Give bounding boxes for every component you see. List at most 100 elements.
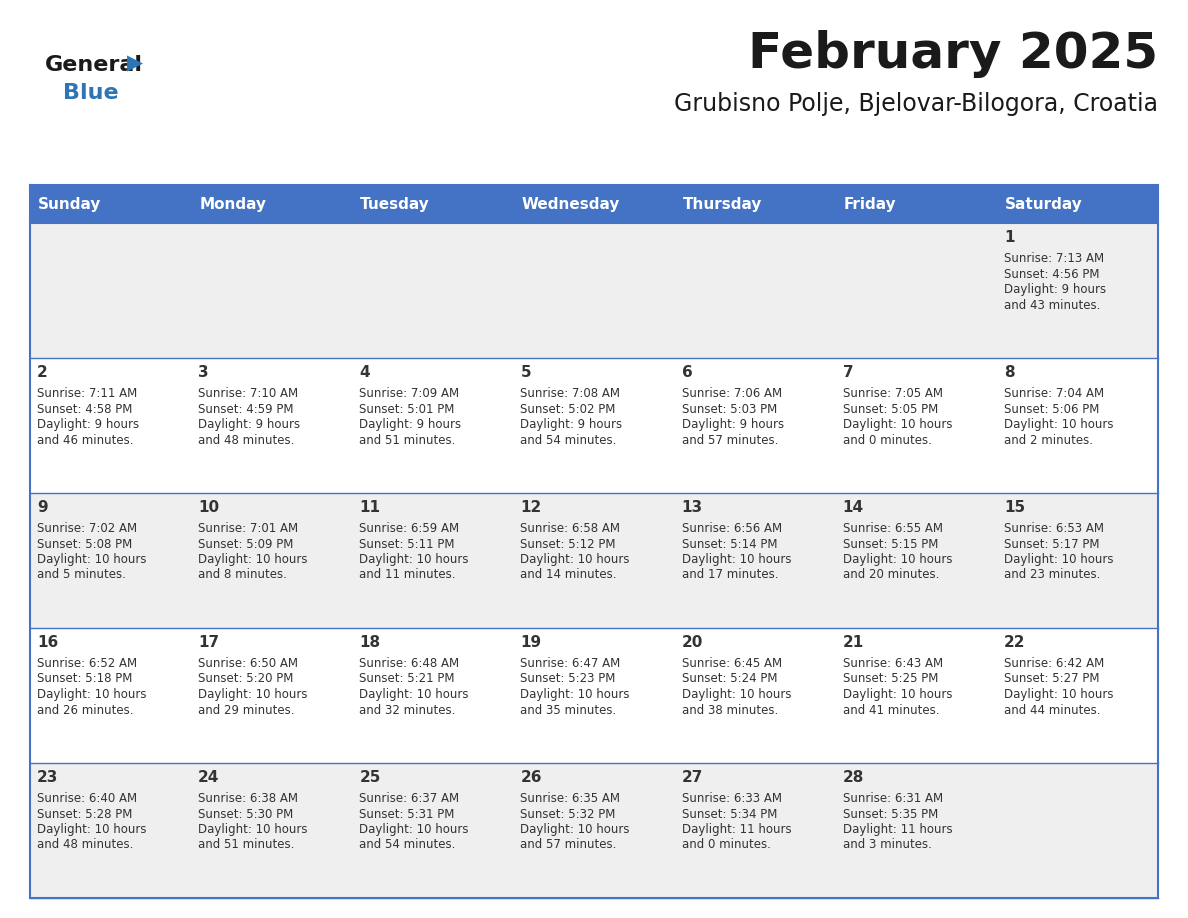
Text: Daylight: 11 hours: Daylight: 11 hours <box>842 823 953 836</box>
Bar <box>30 763 1158 898</box>
Text: Daylight: 9 hours: Daylight: 9 hours <box>520 418 623 431</box>
Text: Sunrise: 7:13 AM: Sunrise: 7:13 AM <box>1004 252 1104 265</box>
Text: Sunrise: 7:10 AM: Sunrise: 7:10 AM <box>198 387 298 400</box>
Text: 3: 3 <box>198 365 209 380</box>
Text: Sunrise: 7:11 AM: Sunrise: 7:11 AM <box>37 387 138 400</box>
Text: 28: 28 <box>842 770 864 785</box>
Text: 16: 16 <box>37 635 58 650</box>
Text: Sunset: 5:34 PM: Sunset: 5:34 PM <box>682 808 777 821</box>
Text: Sunrise: 7:05 AM: Sunrise: 7:05 AM <box>842 387 943 400</box>
Text: 13: 13 <box>682 500 702 515</box>
Text: and 46 minutes.: and 46 minutes. <box>37 433 133 446</box>
Text: Friday: Friday <box>843 196 896 211</box>
Text: Sunrise: 6:55 AM: Sunrise: 6:55 AM <box>842 522 943 535</box>
Text: 10: 10 <box>198 500 220 515</box>
Text: and 57 minutes.: and 57 minutes. <box>520 838 617 852</box>
Text: Grubisno Polje, Bjelovar-Bilogora, Croatia: Grubisno Polje, Bjelovar-Bilogora, Croat… <box>674 92 1158 116</box>
Text: 11: 11 <box>359 500 380 515</box>
Text: Daylight: 10 hours: Daylight: 10 hours <box>359 553 469 566</box>
Text: Sunset: 5:08 PM: Sunset: 5:08 PM <box>37 538 132 551</box>
Text: Sunset: 5:11 PM: Sunset: 5:11 PM <box>359 538 455 551</box>
Text: 27: 27 <box>682 770 703 785</box>
Text: 18: 18 <box>359 635 380 650</box>
Text: Sunrise: 6:56 AM: Sunrise: 6:56 AM <box>682 522 782 535</box>
Text: Thursday: Thursday <box>683 196 762 211</box>
Text: Daylight: 10 hours: Daylight: 10 hours <box>198 553 308 566</box>
Text: 21: 21 <box>842 635 864 650</box>
Text: Sunrise: 6:37 AM: Sunrise: 6:37 AM <box>359 792 460 805</box>
Text: Sunrise: 7:02 AM: Sunrise: 7:02 AM <box>37 522 137 535</box>
Text: Sunrise: 6:50 AM: Sunrise: 6:50 AM <box>198 657 298 670</box>
Text: 7: 7 <box>842 365 853 380</box>
Bar <box>30 358 1158 493</box>
Text: and 5 minutes.: and 5 minutes. <box>37 568 126 581</box>
Text: and 54 minutes.: and 54 minutes. <box>520 433 617 446</box>
Text: Daylight: 9 hours: Daylight: 9 hours <box>1004 283 1106 296</box>
Text: and 41 minutes.: and 41 minutes. <box>842 703 940 717</box>
Text: and 35 minutes.: and 35 minutes. <box>520 703 617 717</box>
Text: 19: 19 <box>520 635 542 650</box>
Text: 23: 23 <box>37 770 58 785</box>
Text: Sunset: 5:31 PM: Sunset: 5:31 PM <box>359 808 455 821</box>
Text: Sunset: 5:17 PM: Sunset: 5:17 PM <box>1004 538 1099 551</box>
Text: Sunset: 4:59 PM: Sunset: 4:59 PM <box>198 402 293 416</box>
Text: February 2025: February 2025 <box>748 30 1158 78</box>
Text: Sunrise: 6:42 AM: Sunrise: 6:42 AM <box>1004 657 1104 670</box>
Text: Daylight: 10 hours: Daylight: 10 hours <box>198 688 308 701</box>
Text: 12: 12 <box>520 500 542 515</box>
Text: Sunset: 5:27 PM: Sunset: 5:27 PM <box>1004 673 1099 686</box>
Text: Daylight: 10 hours: Daylight: 10 hours <box>1004 553 1113 566</box>
Text: Daylight: 10 hours: Daylight: 10 hours <box>359 823 469 836</box>
Text: and 48 minutes.: and 48 minutes. <box>198 433 295 446</box>
Text: and 32 minutes.: and 32 minutes. <box>359 703 456 717</box>
Text: Sunrise: 6:53 AM: Sunrise: 6:53 AM <box>1004 522 1104 535</box>
Text: 2: 2 <box>37 365 48 380</box>
Text: Daylight: 10 hours: Daylight: 10 hours <box>842 418 953 431</box>
Bar <box>513 185 675 223</box>
Text: Daylight: 10 hours: Daylight: 10 hours <box>1004 688 1113 701</box>
Text: Sunset: 5:09 PM: Sunset: 5:09 PM <box>198 538 293 551</box>
Text: Daylight: 10 hours: Daylight: 10 hours <box>37 823 146 836</box>
Text: and 51 minutes.: and 51 minutes. <box>359 433 456 446</box>
Bar <box>997 185 1158 223</box>
Text: Sunrise: 6:31 AM: Sunrise: 6:31 AM <box>842 792 943 805</box>
Text: Daylight: 11 hours: Daylight: 11 hours <box>682 823 791 836</box>
Text: and 26 minutes.: and 26 minutes. <box>37 703 133 717</box>
Text: Daylight: 10 hours: Daylight: 10 hours <box>842 688 953 701</box>
Text: 24: 24 <box>198 770 220 785</box>
Text: Sunrise: 7:06 AM: Sunrise: 7:06 AM <box>682 387 782 400</box>
Text: Tuesday: Tuesday <box>360 196 430 211</box>
Text: Sunrise: 7:01 AM: Sunrise: 7:01 AM <box>198 522 298 535</box>
Text: Daylight: 10 hours: Daylight: 10 hours <box>682 553 791 566</box>
Text: Sunrise: 6:43 AM: Sunrise: 6:43 AM <box>842 657 943 670</box>
Text: Sunday: Sunday <box>38 196 101 211</box>
Text: 6: 6 <box>682 365 693 380</box>
Text: Sunrise: 6:33 AM: Sunrise: 6:33 AM <box>682 792 782 805</box>
Text: Daylight: 10 hours: Daylight: 10 hours <box>520 823 630 836</box>
Text: 20: 20 <box>682 635 703 650</box>
Text: Daylight: 9 hours: Daylight: 9 hours <box>37 418 139 431</box>
Text: 8: 8 <box>1004 365 1015 380</box>
Text: Sunrise: 6:40 AM: Sunrise: 6:40 AM <box>37 792 137 805</box>
Text: 9: 9 <box>37 500 48 515</box>
Text: Sunset: 5:30 PM: Sunset: 5:30 PM <box>198 808 293 821</box>
Text: and 0 minutes.: and 0 minutes. <box>842 433 931 446</box>
Text: Sunset: 5:21 PM: Sunset: 5:21 PM <box>359 673 455 686</box>
Bar <box>30 185 191 223</box>
Text: and 3 minutes.: and 3 minutes. <box>842 838 931 852</box>
Text: Sunrise: 7:04 AM: Sunrise: 7:04 AM <box>1004 387 1104 400</box>
Text: and 11 minutes.: and 11 minutes. <box>359 568 456 581</box>
Text: Daylight: 9 hours: Daylight: 9 hours <box>682 418 784 431</box>
Text: and 51 minutes.: and 51 minutes. <box>198 838 295 852</box>
Text: and 44 minutes.: and 44 minutes. <box>1004 703 1100 717</box>
Text: Sunrise: 6:47 AM: Sunrise: 6:47 AM <box>520 657 620 670</box>
Text: Sunset: 5:03 PM: Sunset: 5:03 PM <box>682 402 777 416</box>
Bar <box>675 185 835 223</box>
Text: ▶: ▶ <box>127 53 143 73</box>
Bar <box>30 493 1158 628</box>
Text: Sunset: 5:06 PM: Sunset: 5:06 PM <box>1004 402 1099 416</box>
Text: and 17 minutes.: and 17 minutes. <box>682 568 778 581</box>
Text: Sunset: 4:56 PM: Sunset: 4:56 PM <box>1004 267 1099 281</box>
Text: Daylight: 10 hours: Daylight: 10 hours <box>37 553 146 566</box>
Text: 14: 14 <box>842 500 864 515</box>
